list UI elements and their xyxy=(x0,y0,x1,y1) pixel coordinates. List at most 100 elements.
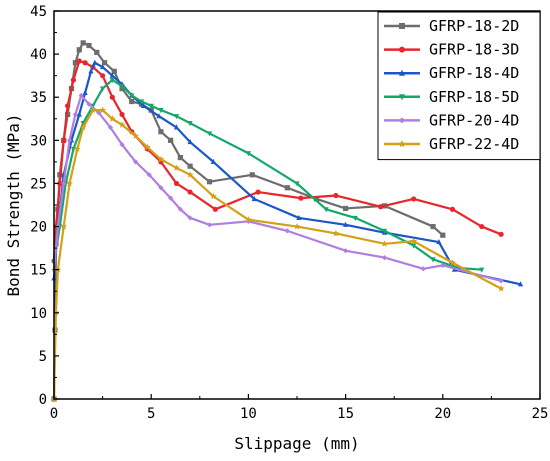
data-point xyxy=(146,172,152,178)
data-point xyxy=(343,248,349,254)
data-point xyxy=(82,60,88,66)
data-point xyxy=(498,278,504,284)
x-axis-label: Slippage (mm) xyxy=(234,434,359,453)
y-tick-label: 20 xyxy=(30,220,47,236)
data-point xyxy=(352,215,358,222)
data-point xyxy=(156,113,162,119)
data-point xyxy=(343,205,349,212)
y-tick-label: 15 xyxy=(30,263,47,279)
legend-item: GFRP-18-2D xyxy=(384,17,519,35)
x-tick-label: 20 xyxy=(434,406,451,422)
legend-marker xyxy=(399,117,405,124)
data-point xyxy=(109,94,115,100)
legend-label: GFRP-18-5D xyxy=(429,88,519,106)
data-point xyxy=(294,181,300,187)
data-point xyxy=(479,267,485,273)
data-point xyxy=(332,229,340,237)
data-point xyxy=(449,259,456,266)
data-point xyxy=(187,163,193,169)
axis-ticks: 0 5 10 15 20 25 0 5 10 15 20 25 30 35 40 45 xyxy=(30,4,548,422)
legend-box xyxy=(377,11,541,161)
data-point xyxy=(100,63,106,70)
data-point xyxy=(143,143,151,151)
data-point xyxy=(109,77,115,84)
data-point xyxy=(245,151,251,157)
data-point xyxy=(158,108,164,114)
data-point xyxy=(111,68,117,74)
data-point xyxy=(430,223,436,230)
data-point xyxy=(410,237,418,245)
y-tick-label: 35 xyxy=(30,90,47,106)
y-tick-label: 0 xyxy=(39,392,47,408)
data-point xyxy=(80,40,86,46)
data-point xyxy=(206,131,213,137)
legend-label: GFRP-22-4D xyxy=(429,135,519,153)
data-point xyxy=(60,222,68,230)
data-point xyxy=(78,92,84,99)
series-line xyxy=(52,61,521,286)
data-point xyxy=(138,99,145,105)
data-point xyxy=(498,231,504,237)
data-point xyxy=(440,232,446,238)
legend-label: GFRP-18-3D xyxy=(429,41,519,59)
y-tick-label: 5 xyxy=(39,349,47,365)
data-point xyxy=(333,192,339,199)
legend-marker xyxy=(398,140,406,148)
data-point xyxy=(177,154,183,161)
legend-label: GFRP-20-4D xyxy=(429,111,519,129)
data-point xyxy=(119,83,125,90)
data-point xyxy=(158,129,164,135)
series-gfrp-22-4d xyxy=(50,106,505,402)
data-point xyxy=(168,195,174,201)
y-tick-label: 10 xyxy=(30,306,47,322)
data-point xyxy=(173,180,180,187)
legend-item: GFRP-18-3D xyxy=(384,41,519,59)
data-point xyxy=(76,58,82,64)
legend-item: GFRP-18-5D xyxy=(384,88,519,106)
data-point xyxy=(381,254,388,261)
data-point xyxy=(449,206,456,212)
legend-marker xyxy=(399,94,405,101)
data-point xyxy=(86,101,92,107)
data-point xyxy=(173,114,180,120)
legend: GFRP-18-2D GFRP-18-3D GFRP-18-4D GFRP-18-5D… xyxy=(377,11,541,161)
data-point xyxy=(249,172,255,178)
legend-item: GFRP-22-4D xyxy=(384,135,519,153)
data-point xyxy=(206,179,213,185)
data-point xyxy=(132,132,140,139)
data-point xyxy=(517,281,524,287)
data-point xyxy=(109,72,115,78)
x-tick-label: 15 xyxy=(337,406,354,422)
data-point xyxy=(497,285,505,292)
data-point xyxy=(129,98,135,105)
data-point xyxy=(187,120,193,127)
data-point xyxy=(173,164,180,171)
y-tick-label: 30 xyxy=(30,133,47,149)
data-point xyxy=(118,121,126,128)
data-point xyxy=(381,240,388,247)
y-tick-label: 45 xyxy=(30,4,47,20)
data-point xyxy=(70,77,77,83)
data-point xyxy=(440,262,446,268)
data-point xyxy=(420,266,426,272)
data-point xyxy=(244,216,252,223)
data-point xyxy=(70,146,77,153)
data-point xyxy=(72,60,78,66)
legend-marker xyxy=(399,23,405,29)
y-tick-label: 40 xyxy=(30,47,47,63)
data-point xyxy=(57,180,63,187)
data-point xyxy=(61,137,67,143)
data-point xyxy=(284,185,290,191)
series-line xyxy=(52,109,502,400)
data-point xyxy=(173,124,180,130)
x-tick-label: 10 xyxy=(240,406,257,422)
data-point xyxy=(66,137,73,143)
y-tick-label: 25 xyxy=(30,176,47,192)
data-point xyxy=(293,222,301,230)
data-point xyxy=(96,110,102,116)
data-point xyxy=(313,196,320,202)
data-point xyxy=(119,142,125,148)
data-point xyxy=(168,137,174,143)
data-point xyxy=(411,196,417,202)
